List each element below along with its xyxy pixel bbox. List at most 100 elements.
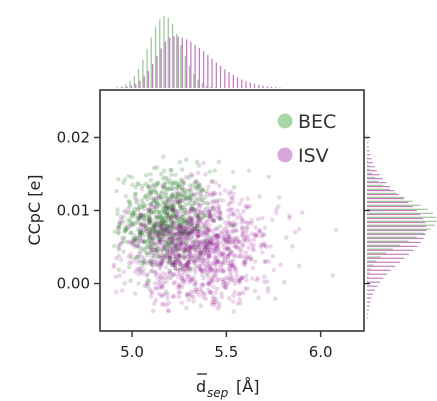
scatter-point — [114, 188, 119, 194]
scatter-point — [176, 236, 181, 242]
scatter-point — [174, 266, 180, 272]
scatter-point — [153, 297, 158, 303]
scatter-point — [195, 234, 200, 239]
scatter-point — [154, 220, 159, 226]
scatter-point — [131, 238, 136, 243]
scatter-point — [157, 273, 163, 278]
scatter-point — [167, 268, 172, 274]
scatter-point — [150, 189, 155, 194]
scatter-point — [180, 263, 185, 269]
scatter-point — [146, 208, 151, 214]
scatter-point — [146, 231, 152, 237]
scatter-point — [182, 207, 188, 213]
top-histogram-bar — [232, 75, 234, 88]
scatter-point — [178, 216, 184, 222]
scatter-point — [235, 239, 241, 244]
scatter-point — [145, 271, 150, 277]
right-histogram-bar — [367, 313, 369, 315]
scatter-point — [207, 214, 212, 219]
scatter-point — [176, 219, 181, 224]
scatter-point — [160, 222, 166, 227]
scatter-point — [216, 244, 221, 250]
scatter-point — [172, 236, 177, 241]
scatter-point — [117, 273, 123, 278]
scatter-point — [171, 260, 177, 266]
scatter-point — [216, 183, 222, 189]
scatter-point — [221, 244, 226, 250]
scatter-point — [119, 240, 125, 245]
scatter-point — [241, 209, 246, 214]
scatter-point — [169, 192, 175, 198]
scatter-point — [165, 228, 170, 234]
scatter-point — [206, 253, 212, 258]
scatter-point — [223, 284, 228, 290]
scatter-point — [213, 233, 218, 239]
scatter-point — [152, 165, 157, 171]
scatter-point — [164, 253, 169, 259]
scatter-point — [142, 217, 148, 223]
scatter-point — [199, 282, 205, 288]
scatter-point — [170, 206, 175, 212]
scatter-point — [192, 289, 197, 295]
scatter-point — [212, 190, 217, 196]
scatter-point — [163, 227, 168, 232]
scatter-point — [200, 291, 206, 296]
right-histogram-bar — [367, 268, 372, 270]
scatter-point — [231, 223, 237, 229]
scatter-point — [170, 240, 175, 245]
scatter-point — [197, 250, 203, 256]
scatter-point — [192, 200, 198, 206]
scatter-point — [148, 245, 153, 251]
scatter-point — [179, 235, 184, 241]
scatter-point — [143, 250, 149, 255]
scatter-point — [168, 214, 173, 219]
scatter-point — [184, 157, 189, 163]
scatter-point — [198, 267, 204, 272]
scatter-point — [148, 195, 153, 200]
scatter-point — [152, 222, 157, 227]
scatter-point — [151, 251, 157, 256]
scatter-point — [148, 188, 153, 194]
scatter-point — [240, 275, 245, 281]
scatter-point — [228, 261, 234, 267]
scatter-point — [182, 268, 188, 273]
scatter-point — [141, 255, 147, 261]
right-histogram-bar — [367, 221, 426, 224]
scatter-point — [213, 296, 219, 302]
scatter-point — [194, 258, 199, 263]
scatter-point — [187, 224, 192, 230]
scatter-point — [155, 230, 160, 235]
scatter-point — [254, 233, 260, 239]
scatter-point — [190, 203, 195, 208]
scatter-point — [164, 226, 169, 232]
top-histogram-bar — [186, 39, 188, 88]
scatter-point — [167, 196, 173, 202]
scatter-point — [152, 247, 158, 252]
scatter-point — [262, 274, 267, 279]
scatter-point — [184, 292, 189, 298]
scatter-point — [265, 285, 271, 291]
scatter-point — [177, 197, 182, 203]
scatter-point — [214, 233, 220, 239]
scatter-point — [210, 299, 215, 305]
right-histogram-bar — [367, 200, 413, 202]
scatter-point — [223, 256, 228, 262]
scatter-point — [270, 217, 275, 222]
scatter-point — [159, 262, 165, 267]
scatter-point — [169, 262, 175, 268]
scatter-point — [200, 215, 205, 221]
right-histogram-bar — [367, 172, 373, 175]
scatter-point — [169, 206, 175, 211]
right-histogram-bar — [367, 233, 426, 235]
scatter-point — [181, 235, 187, 241]
scatter-point — [122, 177, 128, 182]
scatter-point — [159, 242, 165, 248]
scatter-point — [148, 178, 154, 183]
scatter-point — [240, 242, 245, 248]
scatter-point — [157, 230, 162, 236]
scatter-point — [194, 196, 199, 202]
scatter-point — [128, 252, 134, 257]
scatter-point — [146, 234, 152, 240]
scatter-point — [158, 260, 164, 265]
scatter-point — [112, 243, 117, 249]
